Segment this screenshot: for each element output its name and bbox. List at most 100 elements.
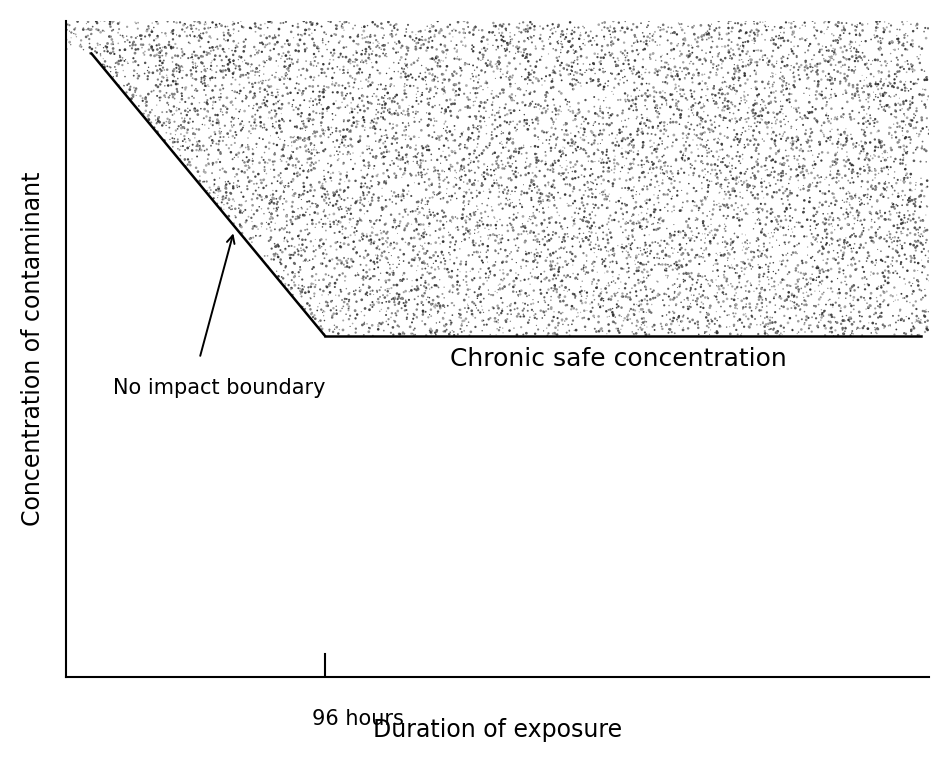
Point (371, 192, 387, 204)
Point (463, 111, 478, 123)
Point (591, 299, 606, 311)
Point (684, 104, 699, 116)
Point (627, 31, 642, 43)
Point (524, 185, 540, 197)
Point (277, 56, 293, 68)
Point (408, 108, 424, 120)
Point (492, 111, 507, 123)
Point (495, 282, 510, 295)
Point (639, 290, 655, 302)
Point (276, 233, 292, 245)
Point (902, 192, 917, 204)
Point (647, 95, 662, 108)
Point (592, 188, 607, 200)
Point (525, 305, 541, 317)
Point (504, 158, 520, 170)
Point (725, 72, 740, 84)
Point (626, 304, 641, 316)
Point (413, 154, 428, 166)
Point (232, 199, 247, 211)
Point (212, 50, 227, 62)
Point (469, 200, 484, 212)
Point (819, 23, 834, 35)
Point (83, 24, 98, 37)
Point (885, 232, 901, 244)
Point (631, 124, 646, 137)
Point (917, 190, 932, 202)
Point (738, 18, 753, 30)
Point (531, 228, 546, 240)
Point (897, 273, 912, 285)
Point (660, 198, 675, 211)
Point (870, 83, 885, 95)
Point (329, 125, 344, 137)
Point (397, 78, 412, 90)
Point (379, 146, 394, 158)
Point (830, 34, 846, 46)
Point (731, 139, 746, 151)
Point (786, 47, 801, 60)
Point (239, 183, 255, 195)
Point (383, 239, 398, 251)
Point (850, 322, 865, 334)
Point (118, 36, 133, 48)
Point (667, 229, 682, 241)
Point (504, 197, 519, 209)
Point (125, 37, 141, 49)
Point (548, 67, 563, 79)
Point (354, 44, 370, 56)
Point (771, 169, 787, 181)
Point (309, 19, 324, 31)
Point (637, 66, 653, 79)
Point (861, 183, 876, 195)
Point (197, 166, 212, 178)
Point (378, 201, 393, 213)
Point (449, 212, 465, 224)
Point (315, 58, 331, 70)
Point (424, 179, 439, 191)
Point (678, 121, 694, 133)
Point (565, 40, 580, 52)
Point (220, 21, 236, 33)
Point (495, 163, 510, 175)
Point (335, 130, 351, 143)
Point (348, 197, 363, 209)
Point (601, 279, 617, 291)
Point (676, 294, 692, 306)
Point (247, 220, 262, 232)
Point (496, 84, 511, 96)
Point (467, 145, 483, 157)
Point (508, 166, 523, 178)
Point (709, 98, 724, 110)
Point (824, 217, 839, 230)
Point (798, 268, 813, 280)
Point (141, 20, 156, 32)
Point (678, 121, 694, 134)
Point (370, 64, 386, 76)
Point (716, 210, 732, 222)
Point (739, 185, 754, 197)
Point (712, 246, 728, 259)
Point (769, 130, 784, 142)
Point (742, 30, 757, 42)
Point (621, 249, 637, 261)
Point (827, 324, 843, 336)
Point (740, 35, 755, 47)
Point (227, 151, 242, 163)
Point (706, 151, 721, 163)
Point (420, 245, 435, 257)
Point (408, 204, 423, 217)
Point (396, 105, 411, 117)
Point (868, 227, 884, 239)
Point (261, 235, 276, 247)
Point (882, 36, 897, 48)
Point (903, 250, 919, 262)
Point (438, 151, 453, 163)
Point (322, 208, 337, 221)
Point (681, 213, 696, 225)
Point (575, 312, 590, 324)
Point (484, 126, 500, 138)
Point (688, 252, 703, 264)
Point (278, 260, 294, 272)
Point (492, 264, 507, 276)
